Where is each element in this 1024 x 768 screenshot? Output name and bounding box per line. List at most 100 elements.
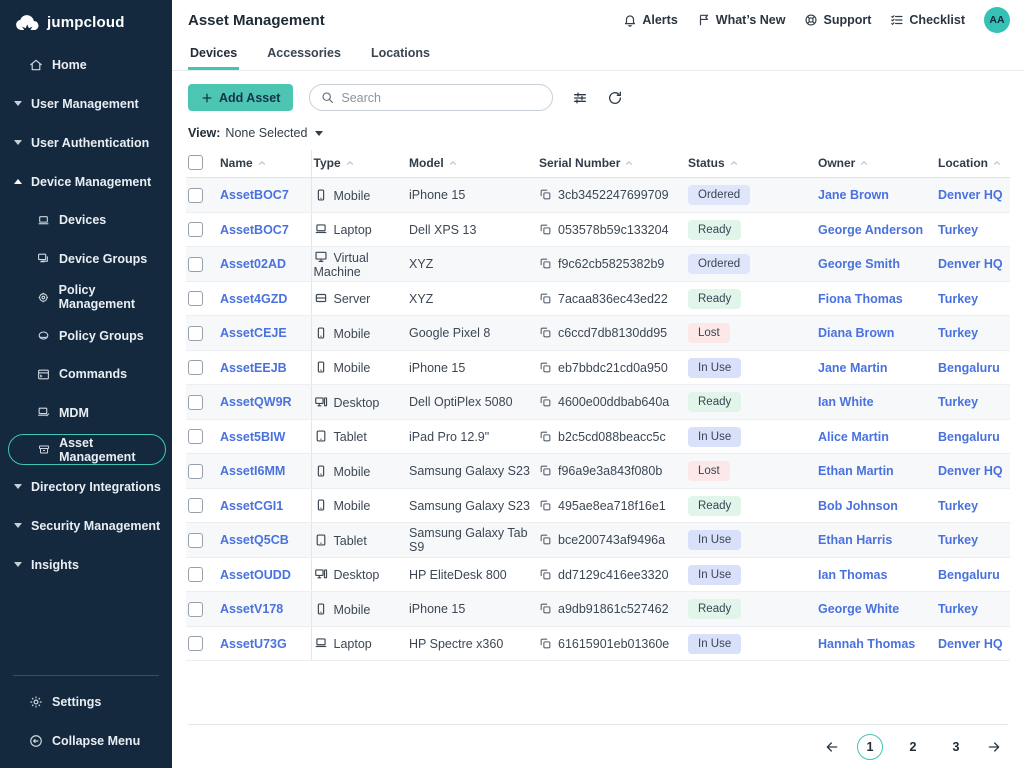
owner-link[interactable]: Ethan Harris xyxy=(818,533,893,548)
sidebar-item-devices[interactable]: Devices xyxy=(0,201,172,240)
copy-icon[interactable] xyxy=(539,395,552,408)
asset-name-link[interactable]: AssetEEJB xyxy=(220,360,287,375)
previous-page-arrow-icon[interactable] xyxy=(824,739,840,755)
owner-link[interactable]: Ethan Martin xyxy=(818,464,894,479)
tab-locations[interactable]: Locations xyxy=(370,46,430,60)
location-link[interactable]: Denver HQ xyxy=(938,464,1003,479)
tab-devices[interactable]: Devices xyxy=(188,40,240,70)
sidebar-item-user-management[interactable]: User Management xyxy=(0,84,172,123)
sidebar-item-user-authentication[interactable]: User Authentication xyxy=(0,123,172,162)
owner-link[interactable]: Bob Johnson xyxy=(818,498,898,513)
copy-icon[interactable] xyxy=(539,499,552,512)
whats-new-button[interactable]: What’s New xyxy=(697,13,785,27)
location-link[interactable]: Turkey xyxy=(938,498,979,513)
asset-name-link[interactable]: Asset02AD xyxy=(220,257,287,272)
sidebar-item-directory-integrations[interactable]: Directory Integrations xyxy=(0,467,172,506)
add-asset-button[interactable]: Add Asset xyxy=(188,84,294,111)
column-header-location[interactable]: Location xyxy=(936,150,1010,179)
owner-link[interactable]: George White xyxy=(818,602,900,617)
avatar[interactable]: AA xyxy=(984,7,1010,33)
sidebar-item-device-groups[interactable]: Device Groups xyxy=(0,240,172,279)
page-button-3[interactable]: 3 xyxy=(952,739,960,754)
owner-link[interactable]: George Smith xyxy=(818,257,900,272)
location-link[interactable]: Turkey xyxy=(938,602,979,617)
row-checkbox[interactable] xyxy=(188,256,203,272)
sidebar-item-insights[interactable]: Insights xyxy=(0,545,172,584)
next-page-arrow-icon[interactable] xyxy=(986,739,1002,755)
asset-name-link[interactable]: AssetQ5CB xyxy=(220,533,289,548)
owner-link[interactable]: Fiona Thomas xyxy=(818,291,903,306)
owner-link[interactable]: Ian White xyxy=(818,395,874,410)
alerts-button[interactable]: Alerts xyxy=(623,13,678,27)
location-link[interactable]: Turkey xyxy=(938,291,979,306)
view-selector[interactable]: View: None Selected xyxy=(188,126,1008,140)
sidebar-item-settings[interactable]: Settings xyxy=(0,682,172,721)
location-link[interactable]: Turkey xyxy=(938,326,979,341)
asset-name-link[interactable]: AssetBOC7 xyxy=(220,222,289,237)
owner-link[interactable]: Alice Martin xyxy=(818,429,889,444)
location-link[interactable]: Bengaluru xyxy=(938,567,1000,582)
copy-icon[interactable] xyxy=(539,257,552,270)
row-checkbox[interactable] xyxy=(188,291,203,307)
asset-name-link[interactable]: AssetQW9R xyxy=(220,395,292,410)
jumpcloud-logo[interactable]: jumpcloud xyxy=(0,0,172,37)
owner-link[interactable]: Jane Brown xyxy=(818,188,889,203)
copy-icon[interactable] xyxy=(539,533,552,546)
row-checkbox[interactable] xyxy=(188,532,203,548)
sidebar-item-security-management[interactable]: Security Management xyxy=(0,506,172,545)
select-all-checkbox[interactable] xyxy=(188,155,203,171)
copy-icon[interactable] xyxy=(539,430,552,443)
sidebar-item-collapse-menu[interactable]: Collapse Menu xyxy=(0,721,172,760)
copy-icon[interactable] xyxy=(539,292,552,305)
location-link[interactable]: Denver HQ xyxy=(938,636,1003,651)
location-link[interactable]: Turkey xyxy=(938,222,979,237)
row-checkbox[interactable] xyxy=(188,567,203,583)
column-header-status[interactable]: Status xyxy=(686,150,816,179)
row-checkbox[interactable] xyxy=(188,187,203,203)
copy-icon[interactable] xyxy=(539,602,552,615)
owner-link[interactable]: Jane Martin xyxy=(818,360,888,375)
column-header-model[interactable]: Model xyxy=(407,150,537,179)
asset-name-link[interactable]: AssetI6MM xyxy=(220,464,286,479)
asset-name-link[interactable]: AssetV178 xyxy=(220,602,284,617)
page-button-1[interactable]: 1 xyxy=(857,733,883,760)
owner-link[interactable]: George Anderson xyxy=(818,222,924,237)
sidebar-item-mdm[interactable]: MDM xyxy=(0,394,172,433)
row-checkbox[interactable] xyxy=(188,636,203,652)
asset-name-link[interactable]: AssetCEJE xyxy=(220,326,287,341)
refresh-icon[interactable] xyxy=(607,90,623,106)
location-link[interactable]: Denver HQ xyxy=(938,188,1003,203)
sidebar-item-commands[interactable]: Commands xyxy=(0,355,172,394)
asset-name-link[interactable]: Asset5BIW xyxy=(220,429,286,444)
column-header-owner[interactable]: Owner xyxy=(816,150,936,179)
sidebar-item-home[interactable]: Home xyxy=(0,45,172,84)
asset-name-link[interactable]: Asset4GZD xyxy=(220,291,288,306)
row-checkbox[interactable] xyxy=(188,394,203,410)
copy-icon[interactable] xyxy=(539,326,552,339)
sidebar-item-policy-groups[interactable]: Policy Groups xyxy=(0,317,172,356)
asset-name-link[interactable]: AssetCGI1 xyxy=(220,498,284,513)
column-header-serial[interactable]: Serial Number xyxy=(537,150,686,179)
column-header-name[interactable]: Name xyxy=(218,150,312,179)
row-checkbox[interactable] xyxy=(188,360,203,376)
filter-sliders-icon[interactable] xyxy=(572,90,588,106)
sidebar-item-asset-management[interactable]: Asset Management xyxy=(8,434,166,465)
location-link[interactable]: Turkey xyxy=(938,533,979,548)
location-link[interactable]: Denver HQ xyxy=(938,257,1003,272)
asset-name-link[interactable]: AssetU73G xyxy=(220,636,287,651)
asset-name-link[interactable]: AssetBOC7 xyxy=(220,188,289,203)
row-checkbox[interactable] xyxy=(188,222,203,238)
row-checkbox[interactable] xyxy=(188,601,203,617)
row-checkbox[interactable] xyxy=(188,325,203,341)
sidebar-item-policy-management[interactable]: Policy Management xyxy=(0,278,172,317)
owner-link[interactable]: Ian Thomas xyxy=(818,567,888,582)
owner-link[interactable]: Hannah Thomas xyxy=(818,636,916,651)
tab-accessories[interactable]: Accessories xyxy=(267,46,341,60)
copy-icon[interactable] xyxy=(539,188,552,201)
checklist-button[interactable]: Checklist xyxy=(890,13,965,27)
copy-icon[interactable] xyxy=(539,223,552,236)
copy-icon[interactable] xyxy=(539,568,552,581)
row-checkbox[interactable] xyxy=(188,463,203,479)
page-button-2[interactable]: 2 xyxy=(909,739,917,754)
row-checkbox[interactable] xyxy=(188,429,203,445)
